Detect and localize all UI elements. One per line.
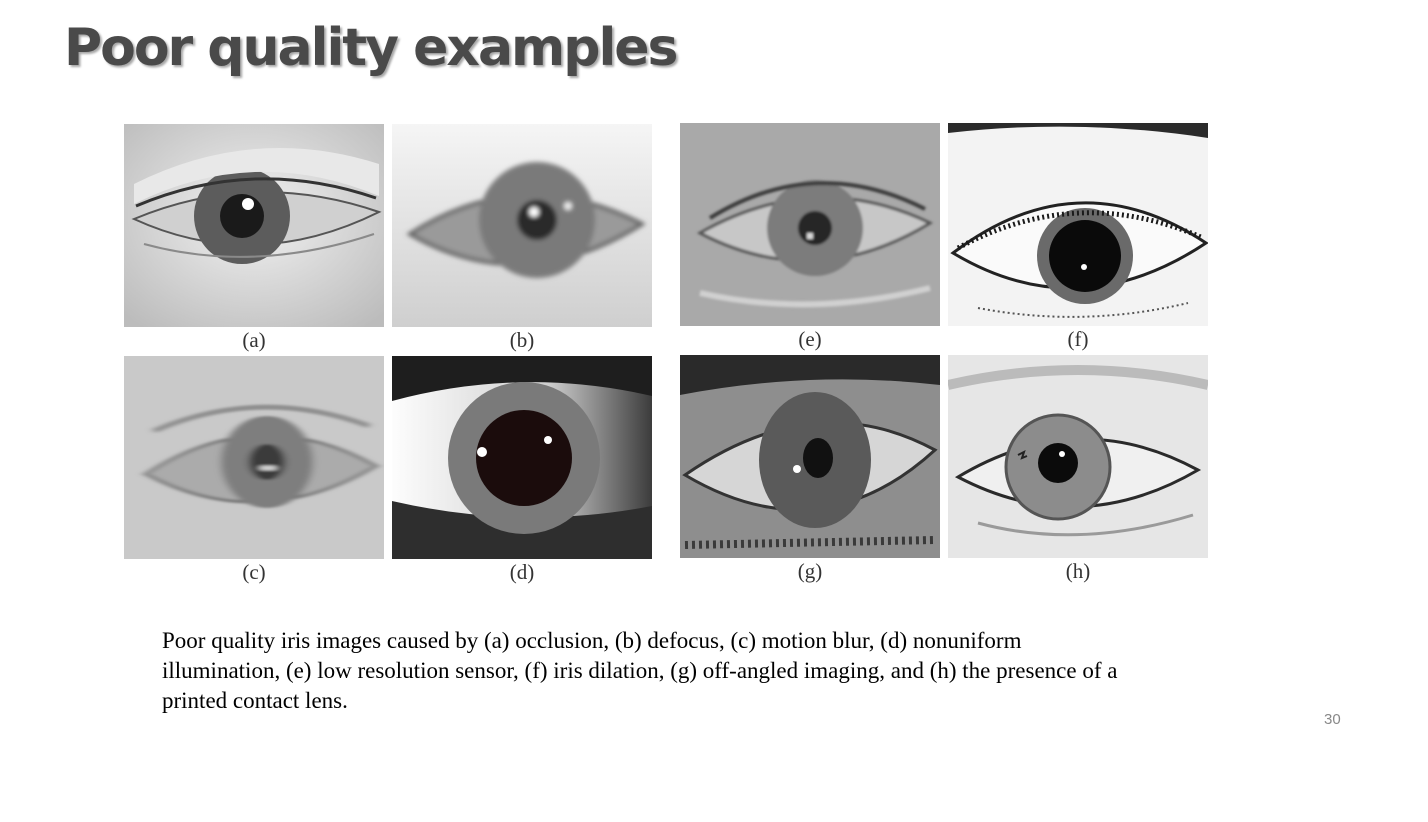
panel-label-c: (c) bbox=[242, 560, 266, 584]
eye-photo-motion-blur bbox=[124, 356, 384, 559]
figure-panel-a: (a) bbox=[124, 124, 384, 353]
figure-panel-d: (d) bbox=[392, 356, 652, 585]
panel-label-g: (g) bbox=[797, 559, 823, 583]
figure-panel-e: (e) bbox=[680, 123, 940, 352]
eye-photo-low-resolution bbox=[680, 123, 940, 326]
eye-photo-defocus bbox=[392, 124, 652, 327]
panel-label-a: (a) bbox=[242, 328, 266, 352]
panel-label-f: (f) bbox=[1067, 327, 1089, 351]
figure-panel-h: (h) bbox=[948, 355, 1208, 584]
panel-label-b: (b) bbox=[509, 328, 535, 352]
panel-label-d: (d) bbox=[509, 560, 535, 584]
slide-title: Poor quality examples bbox=[64, 18, 678, 78]
panel-label-e: (e) bbox=[798, 327, 822, 351]
eye-photo-occlusion bbox=[124, 124, 384, 327]
figure-panel-b: (b) bbox=[392, 124, 652, 353]
figure-panel-c: (c) bbox=[124, 356, 384, 585]
eye-photo-printed-contact-lens bbox=[948, 355, 1208, 558]
figure-caption: Poor quality iris images caused by (a) o… bbox=[162, 628, 1118, 713]
page-number: 30 bbox=[1324, 711, 1341, 728]
eye-photo-iris-dilation bbox=[948, 123, 1208, 326]
figure-panel-f: (f) bbox=[948, 123, 1208, 352]
panel-label-h: (h) bbox=[1065, 559, 1091, 583]
eye-photo-off-angle bbox=[680, 355, 940, 558]
figure-panel-g: (g) bbox=[680, 355, 940, 584]
eye-photo-nonuniform-illumination bbox=[392, 356, 652, 559]
